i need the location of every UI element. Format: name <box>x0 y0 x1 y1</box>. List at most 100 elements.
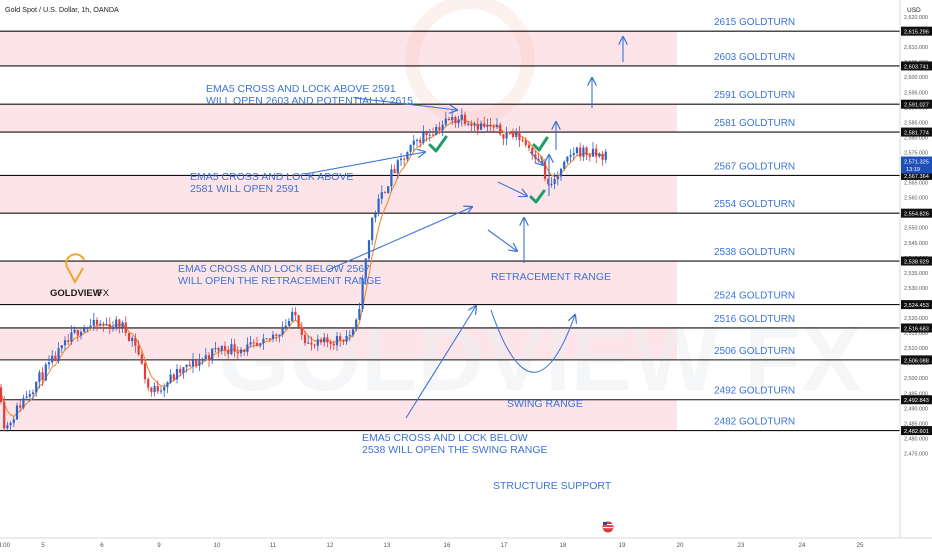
price-tag-4: 2,567.364 <box>904 174 929 180</box>
candle-body <box>169 374 172 383</box>
candle-body <box>150 387 153 393</box>
candle-body <box>198 360 201 366</box>
y-tick-17: 2,560.000 <box>904 196 928 202</box>
candle-body <box>387 186 390 194</box>
candle-body <box>76 329 79 336</box>
price-tag-7: 2,524.453 <box>904 303 929 309</box>
candle-body <box>127 333 131 342</box>
candle-body <box>236 351 239 354</box>
candle-body <box>412 140 415 145</box>
level-label-6: 2538 GOLDTURN <box>714 247 795 258</box>
candle-body <box>57 348 60 362</box>
candle-body <box>124 322 127 334</box>
candle-body <box>585 147 588 155</box>
y-tick-7: 2,510.000 <box>904 346 928 352</box>
candle-body <box>137 345 140 355</box>
logo-brand: GOLDVIEW <box>50 288 102 299</box>
candle-body <box>396 160 399 174</box>
candle-body <box>89 325 92 329</box>
swing-range-label: SWING RANGE <box>507 398 583 410</box>
candle-body <box>217 348 220 351</box>
candle-body <box>569 155 572 157</box>
price-tag-bg-2 <box>901 99 932 109</box>
candle-body <box>342 340 345 342</box>
candle-body <box>25 396 28 399</box>
y-tick-3: 2,490.000 <box>904 406 928 412</box>
candle-body <box>79 331 83 336</box>
candle-body <box>329 342 332 344</box>
candle-body <box>211 348 214 360</box>
candle-body <box>99 323 102 325</box>
level-label-11: 2482 GOLDTURN <box>714 417 795 428</box>
price-tag-2: 2,591.027 <box>904 103 929 109</box>
candle-body <box>540 161 543 163</box>
price-tag-bg-7 <box>901 300 932 310</box>
candle-body <box>44 364 47 381</box>
candle-body <box>598 153 601 157</box>
price-axis[interactable]: 2,475.000 2,480.000 2,485.000 2,490.000 2,49… <box>899 0 932 550</box>
y-tick-21: 2,580.000 <box>904 135 928 141</box>
zones-layer <box>0 31 677 431</box>
goldview-logo: GOLDVIEW FX <box>50 253 110 299</box>
candle-body <box>38 372 41 382</box>
candle-body <box>204 355 207 359</box>
price-tag-5: 2,554.826 <box>904 212 929 218</box>
candle-body <box>489 124 492 127</box>
arrow-retracement-diag <box>487 229 517 251</box>
candle-body <box>156 386 159 392</box>
y-tick-20: 2,575.000 <box>904 150 928 156</box>
y-tick-27: 2,610.000 <box>904 45 928 51</box>
watermark-logo-icon <box>405 0 535 125</box>
candle-body <box>6 425 9 429</box>
candle-body <box>92 319 95 326</box>
level-label-2: 2591 GOLDTURN <box>714 90 795 101</box>
retracement-range-label: RETRACEMENT RANGE <box>491 271 611 283</box>
candle-body <box>441 124 444 131</box>
candle-body <box>284 325 287 328</box>
price-tag-10: 2,492.843 <box>904 398 929 404</box>
candle-body <box>476 124 479 130</box>
price-tag-bg-9 <box>901 355 932 365</box>
candle-body <box>393 169 396 174</box>
x-tick-14: 24 <box>799 542 806 549</box>
candle-body <box>246 344 249 352</box>
candle-body <box>371 217 374 241</box>
candle-body <box>175 368 179 380</box>
candle-body <box>188 364 191 367</box>
candle-body <box>326 337 329 343</box>
price-tag-9: 2,506.088 <box>904 358 929 364</box>
candle-body <box>505 132 508 139</box>
candle-body <box>435 127 438 135</box>
check-icon <box>428 135 448 153</box>
candle-body <box>0 387 3 402</box>
level-label-0: 2615 GOLDTURN <box>714 17 795 28</box>
price-tag-bg-5 <box>901 208 932 218</box>
level-label-5: 2554 GOLDTURN <box>714 199 795 210</box>
candle-body <box>355 319 358 330</box>
candle-body <box>457 119 460 124</box>
candle-body <box>191 359 195 367</box>
zone-band-0 <box>0 31 677 66</box>
candle-body <box>524 140 527 145</box>
candle-body <box>438 127 441 131</box>
candle-body <box>233 344 236 352</box>
candle-body <box>111 327 115 330</box>
y-tick-25: 2,600.000 <box>904 75 928 81</box>
y-tick-2: 2,485.000 <box>904 421 928 427</box>
price-tag-3: 2,581.774 <box>904 131 929 137</box>
price-tag-bg-8 <box>901 323 932 333</box>
currency-label: USD <box>907 7 921 14</box>
current-price-tag-bg <box>901 156 932 174</box>
candle-body <box>559 168 563 177</box>
candle-body <box>163 387 166 391</box>
candle-body <box>579 147 582 157</box>
time-axis[interactable]: 4:00 5 6 9 10 11 12 13 16 17 18 19 20 23 24 25 <box>0 537 932 550</box>
candle-body <box>470 123 473 126</box>
price-tag-6: 2,538.929 <box>904 260 929 266</box>
candle-body <box>230 344 233 355</box>
candle-body <box>259 343 262 346</box>
ema-layer <box>0 118 607 418</box>
candle-body <box>307 342 310 344</box>
candle-body <box>268 338 271 340</box>
